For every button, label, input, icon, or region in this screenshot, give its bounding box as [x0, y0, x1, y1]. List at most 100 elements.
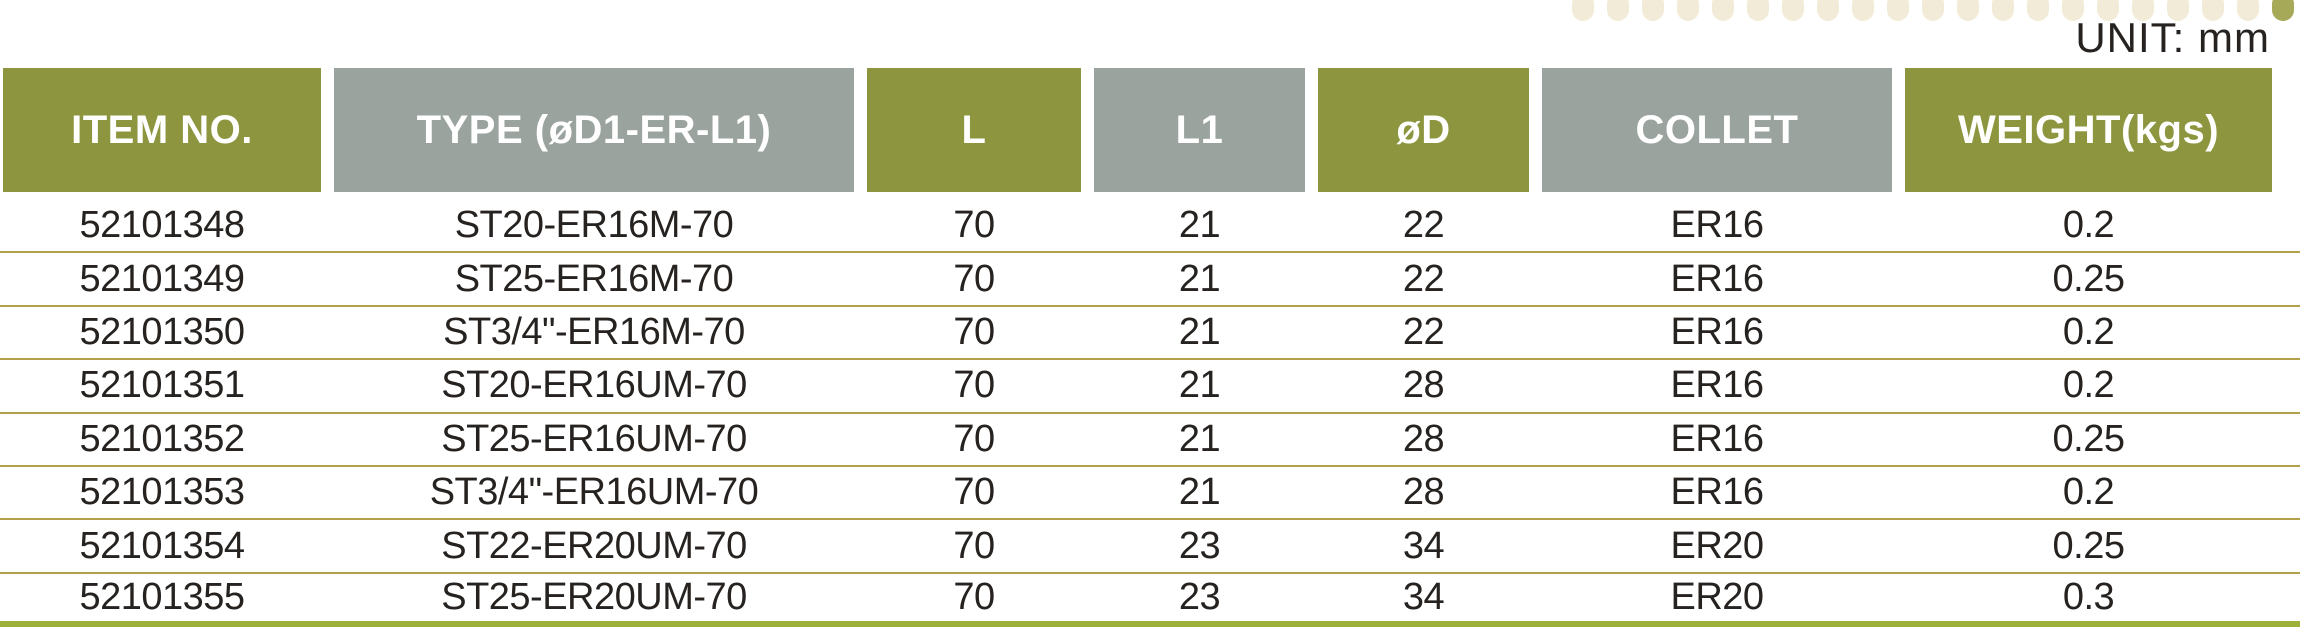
table-cell: 52101349: [79, 257, 245, 300]
table-cell: 0.25: [2052, 524, 2125, 567]
table-row: 52101354 ST22-ER20UM-70 70 23 34 ER20 0.25: [0, 520, 2300, 574]
dot-icon: [1957, 0, 1979, 21]
dot-icon: [2237, 0, 2259, 21]
table-cell: ST3/4"-ER16M-70: [443, 310, 745, 353]
table-cell: 52101355: [79, 575, 245, 618]
table-row: 52101351 ST20-ER16UM-70 70 21 28 ER16 0.2: [0, 360, 2300, 414]
column-header: ITEM NO.: [3, 68, 321, 192]
dot-icon: [1642, 0, 1664, 21]
table-cell: 28: [1402, 417, 1445, 460]
table-cell: 21: [1178, 471, 1221, 514]
table-cell: 70: [953, 471, 995, 514]
dot-icon: [2027, 0, 2049, 21]
dot-icon: [2097, 0, 2119, 21]
table-row-grid: 52101354 ST22-ER20UM-70 70 23 34 ER20 0.25: [3, 520, 2272, 571]
table-body: 52101348 ST20-ER16M-70 70 21 22 ER16 0.2 521013…: [0, 200, 2300, 628]
table-row: 52101349 ST25-ER16M-70 70 21 22 ER16 0.25: [0, 253, 2300, 307]
table-cell: ER16: [1670, 417, 1764, 460]
dot-icon: [1922, 0, 1944, 21]
table-cell: 52101351: [79, 364, 245, 407]
table-cell: ER20: [1670, 524, 1764, 567]
table-cell: ST25-ER16M-70: [454, 257, 734, 300]
table-cell: ER16: [1670, 257, 1764, 300]
table-row: 52101355 ST25-ER20UM-70 70 23 34 ER20 0.3: [0, 574, 2300, 628]
table-cell: 21: [1178, 310, 1221, 353]
table-cell: 21: [1178, 204, 1221, 247]
dot-icon: [1817, 0, 1839, 21]
table-cell: 0.2: [2062, 364, 2115, 407]
table-cell: 70: [953, 524, 995, 567]
dot-icon: [2167, 0, 2189, 21]
table-cell: 52101353: [79, 471, 245, 514]
table-cell: 0.3: [2062, 575, 2115, 618]
column-header: COLLET: [1542, 68, 1892, 192]
table-row-grid: 52101348 ST20-ER16M-70 70 21 22 ER16 0.2: [3, 200, 2272, 251]
table-row-grid: 52101350 ST3/4"-ER16M-70 70 21 22 ER16 0.2: [3, 307, 2272, 358]
unit-label: UNIT: mm: [2075, 14, 2270, 61]
table-cell: 52101350: [79, 310, 245, 353]
table-cell: 0.25: [2052, 417, 2125, 460]
table-cell: 0.2: [2062, 471, 2115, 514]
column-header: WEIGHT(kgs): [1905, 68, 2272, 192]
dot-icon: [1782, 0, 1804, 21]
table-cell: 52101354: [79, 524, 245, 567]
table-cell: 23: [1178, 524, 1221, 567]
table-cell: 70: [953, 417, 995, 460]
table-cell: 28: [1402, 364, 1445, 407]
table-row: 52101352 ST25-ER16UM-70 70 21 28 ER16 0.25: [0, 414, 2300, 467]
column-header: TYPE (øD1-ER-L1): [334, 68, 854, 192]
table-row-grid: 52101355 ST25-ER20UM-70 70 23 34 ER20 0.3: [3, 574, 2272, 621]
table-row: 52101353 ST3/4"-ER16UM-70 70 21 28 ER16 0.2: [0, 467, 2300, 521]
table-row-grid: 52101349 ST25-ER16M-70 70 21 22 ER16 0.25: [3, 253, 2272, 304]
table-row: 52101350 ST3/4"-ER16M-70 70 21 22 ER16 0.2: [0, 307, 2300, 361]
table-row-grid: 52101351 ST20-ER16UM-70 70 21 28 ER16 0.2: [3, 360, 2272, 411]
dot-icon: [2272, 0, 2294, 21]
dot-icon: [1747, 0, 1769, 21]
table-cell: 70: [953, 310, 995, 353]
table-cell: 0.2: [2062, 204, 2115, 247]
table-header-row: ITEM NO. TYPE (øD1-ER-L1) L L1 øD COLLET WEIGH…: [3, 68, 2272, 192]
table-cell: 34: [1402, 575, 1445, 618]
table-cell: ST3/4"-ER16UM-70: [429, 471, 759, 514]
table-cell: ST20-ER16UM-70: [441, 364, 747, 407]
dot-icon: [2132, 0, 2154, 21]
table-cell: ER20: [1670, 575, 1764, 618]
dot-icon: [1887, 0, 1909, 21]
table-cell: 52101348: [79, 204, 245, 247]
table-cell: 22: [1402, 310, 1445, 353]
table-cell: 22: [1402, 257, 1445, 300]
table-cell: 70: [953, 257, 995, 300]
table-cell: 21: [1178, 417, 1221, 460]
dot-icon: [1677, 0, 1699, 21]
spec-table: ITEM NO. TYPE (øD1-ER-L1) L L1 øD COLLET WEIGH…: [0, 68, 2300, 628]
column-header: øD: [1318, 68, 1529, 192]
dotted-ornament: [1572, 0, 2294, 21]
table-cell: ER16: [1670, 364, 1764, 407]
dot-icon: [1607, 0, 1629, 21]
column-header: L: [867, 68, 1081, 192]
table-cell: ST20-ER16M-70: [454, 204, 734, 247]
table-row: 52101348 ST20-ER16M-70 70 21 22 ER16 0.2: [0, 200, 2300, 254]
table-cell: 70: [953, 204, 995, 247]
table-cell: 52101352: [79, 417, 245, 460]
table-cell: 0.2: [2062, 310, 2115, 353]
table-cell: 22: [1402, 204, 1445, 247]
dot-icon: [1992, 0, 2014, 21]
table-row-grid: 52101352 ST25-ER16UM-70 70 21 28 ER16 0.25: [3, 414, 2272, 465]
dot-icon: [1572, 0, 1594, 21]
table-cell: ST25-ER16UM-70: [441, 417, 747, 460]
table-cell: 23: [1178, 575, 1221, 618]
dot-icon: [2062, 0, 2084, 21]
table-cell: 21: [1178, 364, 1221, 407]
table-cell: ER16: [1670, 310, 1764, 353]
column-header: L1: [1094, 68, 1305, 192]
table-cell: 70: [953, 364, 995, 407]
table-cell: 28: [1402, 471, 1445, 514]
table-row-grid: 52101353 ST3/4"-ER16UM-70 70 21 28 ER16 0.2: [3, 467, 2272, 518]
table-cell: 70: [953, 575, 995, 618]
dot-icon: [1852, 0, 1874, 21]
table-cell: ST25-ER20UM-70: [441, 575, 747, 618]
table-cell: ST22-ER20UM-70: [441, 524, 747, 567]
dot-icon: [2202, 0, 2224, 21]
